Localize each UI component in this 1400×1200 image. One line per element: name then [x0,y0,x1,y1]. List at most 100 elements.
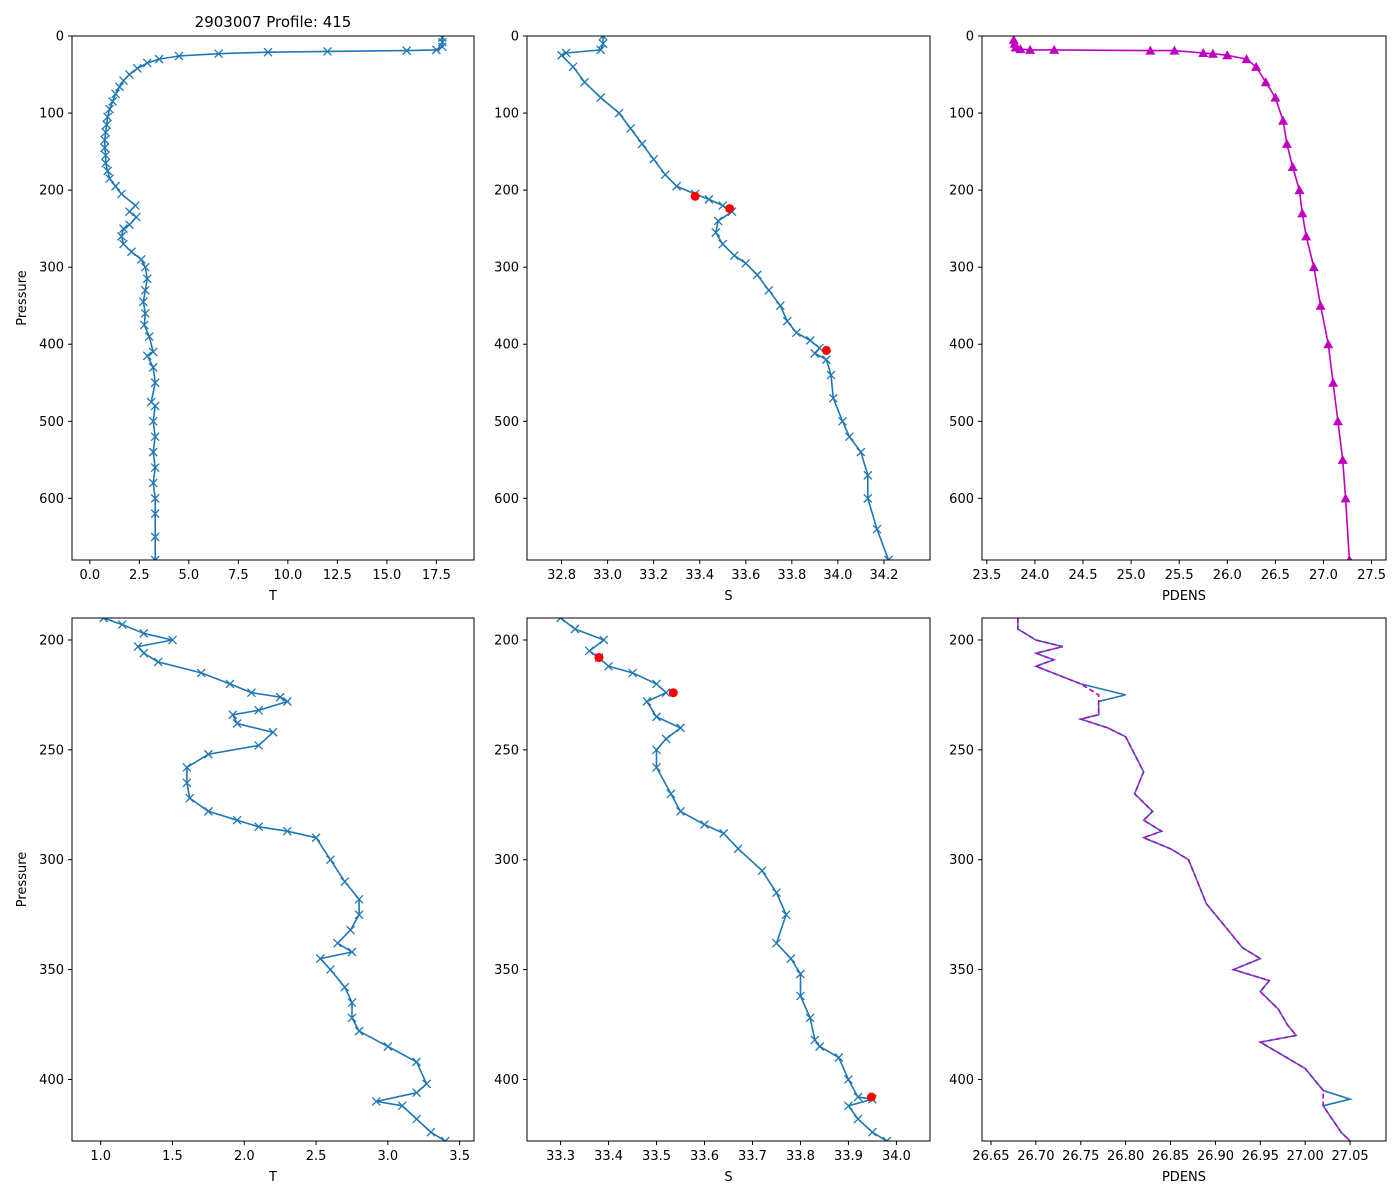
x-axis-label: S [724,1170,732,1185]
data-point-marker [182,762,192,772]
x-axis-label: T [268,589,277,604]
data-point-marker [838,416,847,426]
data-point-marker [325,855,335,865]
data-point-marker [672,181,682,191]
y-tick-label: 0 [56,30,64,45]
data-point-marker [142,274,152,284]
x-tick-label: 24.5 [1069,568,1098,583]
x-tick-label: 26.90 [1197,1149,1234,1164]
data-point-marker [148,416,158,426]
x-tick-label: 33.7 [738,1149,767,1164]
x-tick-label: 33.5 [642,1149,671,1164]
x-tick-label: 27.5 [1357,568,1386,583]
flagged-point [594,653,604,663]
series-line [103,618,446,1141]
data-point-marker [660,170,670,180]
data-point-marker [150,378,160,388]
data-point-marker [637,139,647,149]
subplot-6: 26.65 26.70 26.75 26.80 26.85 26.90 26.95 27.00… [949,617,1387,1185]
data-point-marker [100,135,110,145]
data-point-marker [1241,54,1252,64]
data-point-marker [347,998,357,1008]
data-point-marker [1340,493,1351,503]
data-point-marker [614,108,624,118]
data-point-marker [757,866,767,876]
y-tick-label: 500 [494,415,519,430]
y-tick-label: 350 [949,963,974,978]
data-point-marker [805,1013,815,1023]
data-point-marker [1270,92,1281,102]
subplot-4: 1.0 1.5 2.0 2.5 3.0 3.5 200 250 300 350 400 T Pressu… [15,617,475,1185]
data-point-marker [412,1114,422,1124]
x-tick-label: 27.0 [1309,568,1338,583]
data-point-marker [1301,231,1312,241]
data-point-marker [626,124,636,133]
y-tick-label: 350 [39,963,64,978]
data-point-marker [402,46,412,56]
data-point-marker [676,723,685,733]
data-point-marker [733,844,743,854]
data-point-marker [99,618,109,623]
data-point-marker [142,351,152,361]
data-point-marker [652,745,661,755]
x-tick-label: 33.3 [546,1149,575,1164]
x-tick-label: 34.0 [882,1149,911,1164]
flagged-point [821,345,831,355]
data-point-marker [810,349,820,358]
data-point-marker [268,727,278,737]
data-point-marker [1346,555,1353,560]
data-point-marker [397,1101,407,1111]
data-point-marker [232,815,242,825]
y-tick-label: 300 [494,261,519,276]
x-tick-label: 33.8 [777,568,806,583]
data-point-marker [1332,416,1343,426]
data-point-marker [333,938,343,948]
data-point-marker [115,82,124,92]
flagged-point [690,191,700,201]
data-point-marker [1294,185,1305,195]
data-point-marker [254,822,264,832]
y-tick-label: 300 [949,853,974,868]
data-point-marker [596,93,606,103]
data-point-marker [136,255,146,264]
data-point-marker [142,58,152,68]
data-point-marker [1337,454,1348,464]
data-point-marker [203,806,213,816]
data-point-marker [102,120,112,130]
data-point-marker [815,1042,825,1051]
data-point-marker [214,49,224,59]
data-point-marker [101,127,111,137]
x-tick-label: 25.0 [1117,568,1146,583]
data-point-marker [101,158,111,168]
x-axis-label: S [724,589,732,604]
data-point-marker [325,965,335,975]
data-point-marker [354,894,364,904]
data-point-marker [150,555,160,560]
data-point-marker [437,42,447,52]
data-point-marker [347,1013,357,1023]
data-point-marker [1198,47,1209,57]
x-tick-label: 1.5 [162,1149,183,1164]
x-tick-label: 3.5 [449,1149,470,1164]
y-tick-label: 0 [511,30,519,45]
axes-frame [981,617,1387,1142]
data-point-marker [1015,44,1026,54]
y-tick-label: 200 [494,633,519,648]
data-point-marker [863,493,873,503]
x-tick-label: 33.2 [639,568,668,583]
data-point-marker [340,982,350,992]
data-point-marker [153,657,163,667]
data-point-marker [1328,377,1339,387]
data-point-marker [346,925,355,935]
x-tick-label: 12.5 [323,568,352,583]
data-point-marker [282,697,292,706]
axes-frame [526,617,931,1142]
data-point-marker [228,710,238,720]
y-tick-label: 600 [494,492,519,507]
data-point-marker [282,826,292,836]
y-tick-label: 400 [39,1073,64,1088]
x-tick-label: 26.70 [1017,1149,1054,1164]
x-tick-label: 32.8 [547,568,576,583]
data-point-marker [568,62,578,72]
data-point-marker [1278,115,1289,125]
